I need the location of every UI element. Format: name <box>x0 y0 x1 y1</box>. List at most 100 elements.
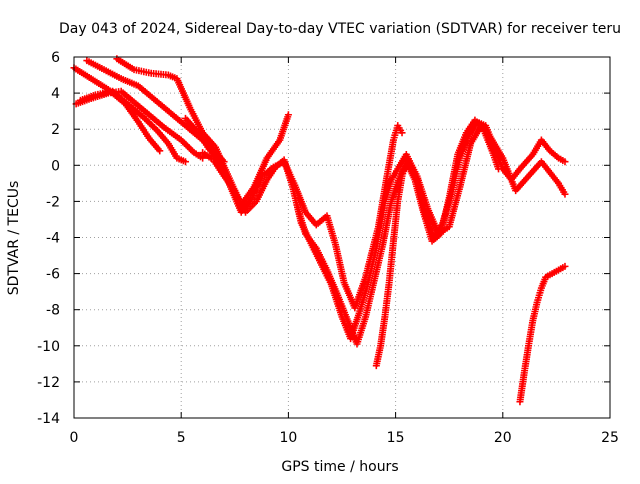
data-marker-run <box>411 178 427 214</box>
y-tick-label: -10 <box>37 339 60 355</box>
x-axis-label: GPS time / hours <box>281 459 398 475</box>
data-marker-run <box>207 147 222 164</box>
data-point <box>284 111 292 119</box>
data-marker-run <box>192 150 204 161</box>
data-marker-run <box>455 131 469 156</box>
data-marker-run <box>437 196 453 236</box>
data-marker-run <box>550 267 560 276</box>
data-marker-run <box>403 160 418 182</box>
data-marker-run <box>170 112 192 132</box>
data-point <box>561 190 569 198</box>
data-marker-run <box>85 58 106 73</box>
data-marker-run <box>119 89 136 105</box>
data-marker-run <box>544 271 554 280</box>
data-marker-run <box>362 279 378 319</box>
data-marker-run <box>371 243 386 283</box>
y-tick-label: -12 <box>37 375 60 391</box>
data-marker-run <box>513 174 531 193</box>
data-marker-run <box>389 167 400 182</box>
data-marker-run <box>324 214 339 246</box>
data-marker-run <box>201 150 215 162</box>
data-marker-run <box>221 174 237 193</box>
data-point <box>156 147 164 155</box>
data-marker-run <box>539 138 553 153</box>
y-axis-label: SDTVAR / TECUs <box>6 181 22 296</box>
data-marker-run <box>303 232 319 251</box>
data-marker-run <box>174 77 193 109</box>
x-tick-label: 5 <box>177 430 186 446</box>
data-marker-run <box>211 158 227 178</box>
data-marker-run <box>264 165 278 182</box>
data-marker-run <box>373 200 388 250</box>
data-marker-run <box>557 264 567 273</box>
data-marker-run <box>377 315 389 348</box>
data-marker-run <box>480 127 495 153</box>
y-tick-label: 0 <box>51 158 60 174</box>
y-tick-label: -8 <box>46 303 60 319</box>
data-marker-run <box>332 243 348 284</box>
data-point <box>398 129 406 137</box>
data-marker-run <box>264 138 283 160</box>
data-point <box>561 262 569 270</box>
data-marker-run <box>147 136 162 153</box>
data-marker-run <box>430 231 443 244</box>
data-marker-run <box>390 200 402 243</box>
data-marker-run <box>187 106 206 135</box>
data-marker-run <box>162 125 183 143</box>
data-marker-run <box>394 174 406 203</box>
x-tick-label: 10 <box>279 430 297 446</box>
data-point <box>495 165 503 173</box>
data-marker-run <box>354 315 369 346</box>
x-tick-label: 25 <box>601 430 619 446</box>
data-marker-run <box>383 138 397 178</box>
data-point <box>561 158 569 166</box>
data-marker-run <box>147 112 166 130</box>
data-marker-run <box>385 239 397 284</box>
data-marker-run <box>166 72 179 82</box>
data-marker-run <box>509 167 523 182</box>
data-marker-run <box>379 200 395 247</box>
data-marker-run <box>175 155 187 165</box>
data-marker-run <box>518 152 535 171</box>
data-marker-run <box>136 83 158 103</box>
data-marker-run <box>446 153 461 200</box>
data-marker-run <box>72 65 93 81</box>
data-marker-run <box>547 170 561 186</box>
data-marker-run <box>196 131 212 151</box>
data-marker-run <box>277 113 292 142</box>
data-marker-run <box>548 148 561 161</box>
data-marker-run <box>538 275 549 290</box>
data-marker-run <box>136 120 152 140</box>
y-tick-label: 4 <box>51 86 60 102</box>
data-marker-run <box>356 283 371 315</box>
data-marker-run <box>483 124 497 149</box>
data-marker-run <box>489 149 502 171</box>
data-marker-run <box>294 203 309 236</box>
data-marker-run <box>381 281 393 319</box>
data-marker-run <box>557 155 567 164</box>
data-marker-run <box>473 118 486 131</box>
data-marker-run <box>249 174 266 200</box>
data-marker-run <box>132 100 151 117</box>
data-marker-run <box>128 103 147 121</box>
data-marker-run <box>335 293 349 319</box>
data-marker-run <box>539 159 553 175</box>
data-marker-run <box>420 210 435 243</box>
data-layer <box>70 55 569 406</box>
data-marker-run <box>352 275 369 310</box>
data-marker-run <box>166 142 180 160</box>
data-marker-run <box>102 67 123 82</box>
y-tick-label: -2 <box>46 194 60 210</box>
data-marker-run <box>456 142 474 189</box>
data-marker-run <box>243 199 258 214</box>
series-sat-i <box>372 116 503 370</box>
data-marker-run <box>556 182 568 196</box>
tick-layer: 0 5 10 15 20 25 -14 -12 -10 -8 -6 -4 -2 0 2 4 6 <box>37 50 619 446</box>
data-marker-run <box>153 98 175 117</box>
data-marker-run <box>491 145 506 171</box>
data-marker-run <box>179 138 196 155</box>
data-marker-run <box>395 124 405 134</box>
data-marker-run <box>516 371 528 404</box>
